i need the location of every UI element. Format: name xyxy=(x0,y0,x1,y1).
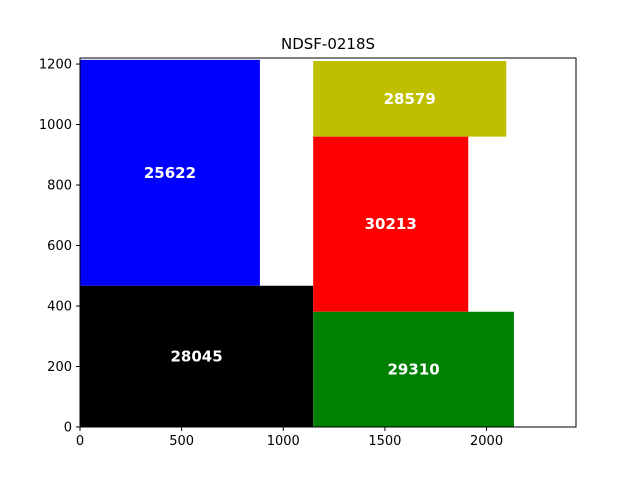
y-tick-label: 400 xyxy=(47,300,72,315)
rectangle-label-28045: 28045 xyxy=(170,347,222,365)
y-tick-label: 200 xyxy=(47,360,72,375)
rectangle-label-29310: 29310 xyxy=(387,360,439,378)
rectangle-25622 xyxy=(80,59,260,286)
rectangle-28045 xyxy=(80,285,314,427)
y-tick-label: 1200 xyxy=(39,58,72,73)
rectangle-28579 xyxy=(313,61,507,137)
x-tick-label: 500 xyxy=(169,434,194,449)
x-tick-label: 1000 xyxy=(267,434,300,449)
chart-title: NDSF-0218S xyxy=(281,35,375,53)
y-axis: 0 200 400 600 800 1000 1200 xyxy=(39,58,80,436)
rectangle-29310 xyxy=(313,311,514,427)
y-tick-label: 800 xyxy=(47,179,72,194)
rectangle-label-25622: 25622 xyxy=(144,164,196,182)
y-tick-label: 600 xyxy=(47,239,72,254)
rectangles-layer: 25622 28045 28579 30213 29310 xyxy=(80,59,514,427)
x-axis: 0 500 1000 1500 2000 xyxy=(76,427,503,449)
y-tick-label: 0 xyxy=(64,421,72,436)
y-tick-label: 1000 xyxy=(39,118,72,133)
rectangle-label-30213: 30213 xyxy=(365,215,417,233)
x-tick-label: 2000 xyxy=(470,434,503,449)
rectangle-label-28579: 28579 xyxy=(384,90,436,108)
plot-frame xyxy=(79,57,577,428)
rectangle-30213 xyxy=(313,136,469,312)
x-tick-label: 0 xyxy=(76,434,84,449)
x-tick-label: 1500 xyxy=(368,434,401,449)
